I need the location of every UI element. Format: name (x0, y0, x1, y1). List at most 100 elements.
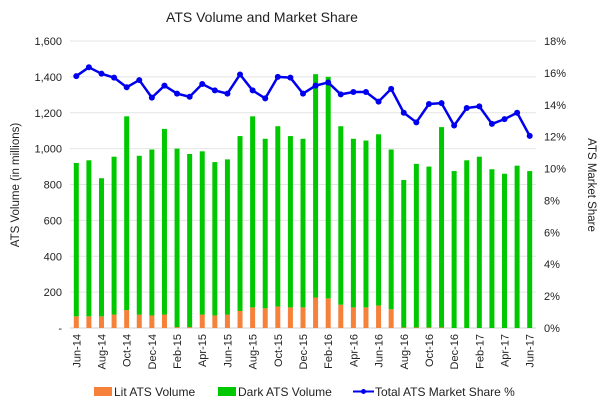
share-point-Jun-14 (73, 73, 80, 80)
bar-lit-Jan-15 (161, 314, 167, 328)
bar-lit-Mar-16 (338, 304, 344, 328)
share-point-Nov-14 (136, 77, 143, 84)
x-tick-label: Oct-14 (122, 334, 134, 367)
bar-lit-Jan-16 (313, 297, 319, 328)
share-point-May-15 (211, 87, 218, 94)
y-axis-title: ATS Volume (in millions) (10, 123, 22, 248)
bar-dark-Feb-17 (476, 156, 482, 328)
bar-lit-Oct-15 (275, 306, 281, 328)
bar-dark-Jun-17 (527, 171, 533, 328)
share-point-Oct-16 (425, 100, 432, 107)
bar-lit-Aug-16 (401, 327, 407, 328)
bar-dark-Jun-16 (376, 134, 382, 306)
left-axis-ticks: - 200 400 600 800 1,000 1,200 1,400 1,600 (34, 36, 62, 335)
share-point-Sep-16 (413, 119, 420, 126)
bar-dark-Jan-17 (464, 160, 470, 328)
bar-lit-Nov-16 (439, 327, 445, 328)
x-tick-label: Jun-14 (71, 334, 83, 368)
bar-lit-Apr-15 (199, 314, 205, 328)
share-point-Nov-16 (438, 100, 445, 107)
bar-lit-Feb-16 (325, 298, 331, 328)
share-point-Aug-15 (249, 87, 256, 94)
share-point-Mar-16 (337, 91, 344, 98)
bar-dark-Jan-16 (313, 74, 319, 298)
x-tick-label: Feb-17 (474, 334, 486, 369)
legend-marker-share (361, 389, 366, 394)
bar-dark-Apr-15 (199, 151, 205, 315)
bar-lit-Sep-14 (111, 314, 117, 328)
bar-dark-Nov-16 (439, 127, 445, 328)
x-tick-label: Feb-16 (323, 334, 335, 369)
bar-dark-Feb-15 (174, 148, 180, 328)
bar-dark-Oct-14 (124, 116, 130, 311)
x-tick-label: Apr-17 (500, 334, 512, 367)
bar-dark-Oct-16 (426, 166, 432, 328)
x-tick-label: Dec-14 (147, 334, 159, 369)
bar-dark-Jun-14 (73, 162, 79, 317)
y2-tick-label: 16% (544, 68, 566, 80)
share-point-Jun-16 (375, 98, 382, 105)
legend-swatch-lit (94, 387, 112, 396)
y-tick-label: - (58, 323, 62, 335)
share-point-Sep-14 (111, 74, 118, 81)
share-point-Mar-17 (488, 120, 495, 127)
bar-dark-Nov-14 (136, 155, 142, 315)
share-point-Dec-15 (300, 90, 306, 97)
bar-lit-Aug-15 (250, 307, 256, 328)
bar-lit-Nov-15 (287, 307, 293, 328)
share-point-Oct-15 (274, 73, 281, 80)
bar-lit-May-16 (363, 307, 369, 328)
bar-dark-Sep-14 (111, 156, 117, 315)
bar-dark-May-15 (212, 162, 218, 316)
share-point-Jul-15 (237, 71, 244, 78)
x-axis-ticks: Jun-14 Aug-14 Oct-14 Dec-14 Feb-15 Apr-15 Jun-… (71, 334, 536, 369)
y2-tick-label: 6% (544, 227, 560, 239)
y2-tick-label: 0% (544, 323, 560, 335)
share-point-Mar-15 (186, 93, 193, 100)
bar-dark-Mar-17 (489, 169, 495, 328)
share-point-Jun-15 (224, 90, 231, 97)
bar-lit-Jul-14 (86, 316, 92, 328)
y2-tick-label: 18% (544, 36, 566, 48)
x-tick-label: Jun-17 (525, 334, 537, 368)
y2-tick-label: 2% (544, 291, 560, 303)
share-point-Apr-17 (501, 116, 508, 123)
bar-lit-Sep-16 (413, 327, 419, 328)
share-point-Jan-16 (312, 82, 319, 89)
bar-lit-Feb-15 (174, 327, 180, 328)
chart-title: ATS Volume and Market Share (166, 9, 358, 25)
share-point-Aug-16 (400, 109, 407, 116)
legend-label-lit: Lit ATS Volume (114, 385, 195, 399)
bar-dark-Dec-14 (149, 149, 155, 316)
x-tick-label: Dec-16 (449, 334, 461, 369)
share-point-Sep-15 (262, 95, 269, 102)
legend: Lit ATS Volume Dark ATS Volume Total ATS… (94, 385, 515, 399)
bar-dark-Apr-16 (350, 138, 356, 308)
share-point-Feb-15 (174, 90, 181, 97)
bar-lit-Oct-14 (124, 310, 130, 328)
bar-dark-Sep-15 (262, 138, 268, 309)
bar-dark-Aug-15 (250, 116, 256, 308)
y-tick-label: 400 (44, 251, 62, 263)
y-tick-label: 200 (44, 287, 62, 299)
bar-dark-May-16 (363, 140, 369, 308)
share-point-Jan-17 (463, 104, 470, 111)
bar-lit-Aug-14 (98, 316, 104, 328)
y2-tick-label: 8% (544, 195, 560, 207)
x-tick-label: Apr-16 (348, 334, 360, 367)
bar-lit-Jun-14 (73, 316, 79, 328)
bar-dark-Jan-15 (161, 128, 167, 315)
y-tick-label: 1,600 (34, 36, 62, 48)
market-share-line (73, 64, 533, 139)
share-point-May-16 (362, 89, 369, 96)
share-point-Oct-14 (123, 84, 130, 91)
bar-lit-Jun-16 (376, 305, 382, 328)
bar-lit-Oct-16 (426, 327, 432, 328)
y-tick-label: 800 (44, 180, 62, 192)
share-point-Aug-14 (98, 70, 105, 77)
y2-axis-title: ATS Market Share (585, 138, 597, 232)
y-tick-label: 1,200 (34, 108, 62, 120)
share-point-Feb-17 (476, 103, 483, 110)
bar-lit-Jul-15 (237, 310, 243, 328)
